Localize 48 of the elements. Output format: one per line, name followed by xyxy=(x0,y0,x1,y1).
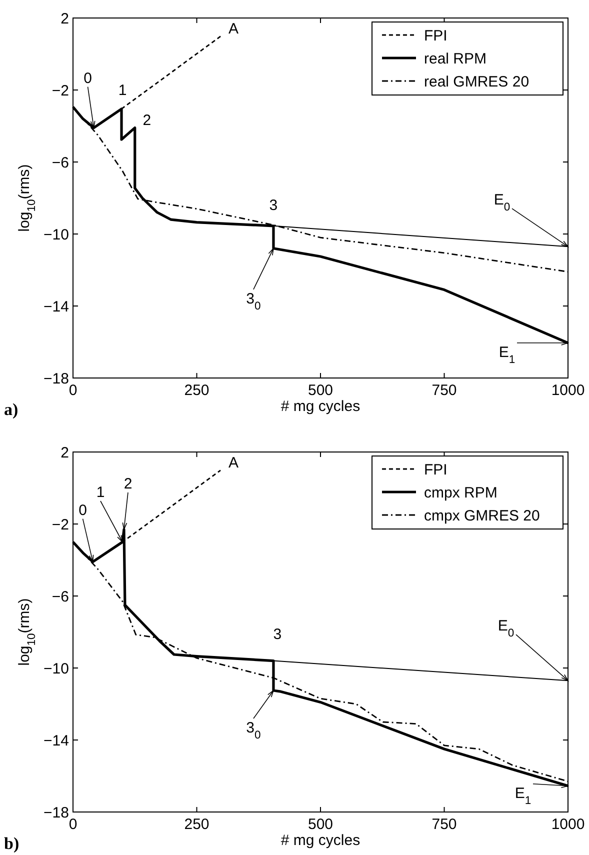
legend-label: real GMRES 20 xyxy=(424,73,530,90)
legend-label: FPI xyxy=(424,27,448,44)
legend-label: FPI xyxy=(424,461,448,478)
y-tick-label: −10 xyxy=(44,660,69,678)
y-tick-label: −2 xyxy=(52,82,69,100)
x-tick-label: 1000 xyxy=(551,816,585,833)
legend-label: real RPM xyxy=(424,50,487,68)
annotation: 2 xyxy=(124,475,132,492)
annotation: 1 xyxy=(96,484,105,501)
y-tick-label: −6 xyxy=(52,154,69,172)
legend-label: cmpx RPM xyxy=(424,484,498,502)
annotation: 3$_{0}$ xyxy=(246,290,261,312)
annotation: 3$_{0}$ xyxy=(246,720,261,742)
x-tick-label: 0 xyxy=(68,816,78,833)
x-axis-title: # mg cycles xyxy=(280,832,360,849)
x-tick-label: 1000 xyxy=(551,382,585,399)
y-tick-label: −2 xyxy=(52,516,69,534)
x-tick-label: 500 xyxy=(308,382,334,399)
x-tick-label: 750 xyxy=(432,816,457,833)
annotation: A xyxy=(228,454,239,472)
x-tick-label: 750 xyxy=(432,382,457,399)
text: b) xyxy=(4,834,20,853)
legend-label: cmpx GMRES 20 xyxy=(424,507,540,524)
x-tick-label: 0 xyxy=(68,382,78,399)
annotation: E$_{0}$ xyxy=(498,618,514,640)
annotation: 1 xyxy=(118,82,127,99)
annotation: 3 xyxy=(269,196,278,214)
y-tick-label: −10 xyxy=(44,226,69,244)
y-tick-label: −14 xyxy=(44,298,69,316)
y-tick-label: −6 xyxy=(52,588,69,606)
y-tick-label: −18 xyxy=(44,804,69,822)
y-tick-label: 2 xyxy=(60,10,69,28)
annotation: 3 xyxy=(273,626,282,643)
annotation: E$_{0}$ xyxy=(494,192,510,214)
x-tick-label: 500 xyxy=(308,816,334,833)
y-tick-label: −18 xyxy=(44,370,69,388)
y-tick-label: −14 xyxy=(44,732,69,750)
y-tick-label: 2 xyxy=(60,444,69,462)
annotation: 2 xyxy=(142,112,152,129)
annotation: 0 xyxy=(78,502,87,519)
annotation: E$_{1}$ xyxy=(514,784,532,807)
text: a) xyxy=(4,400,18,419)
x-tick-label: 250 xyxy=(184,816,210,833)
x-axis-title: # mg cycles xyxy=(280,398,360,415)
annotation: E$_{1}$ xyxy=(498,344,516,366)
annotation: 0 xyxy=(84,70,92,87)
x-tick-label: 250 xyxy=(184,382,210,399)
annotation: A xyxy=(228,20,239,38)
